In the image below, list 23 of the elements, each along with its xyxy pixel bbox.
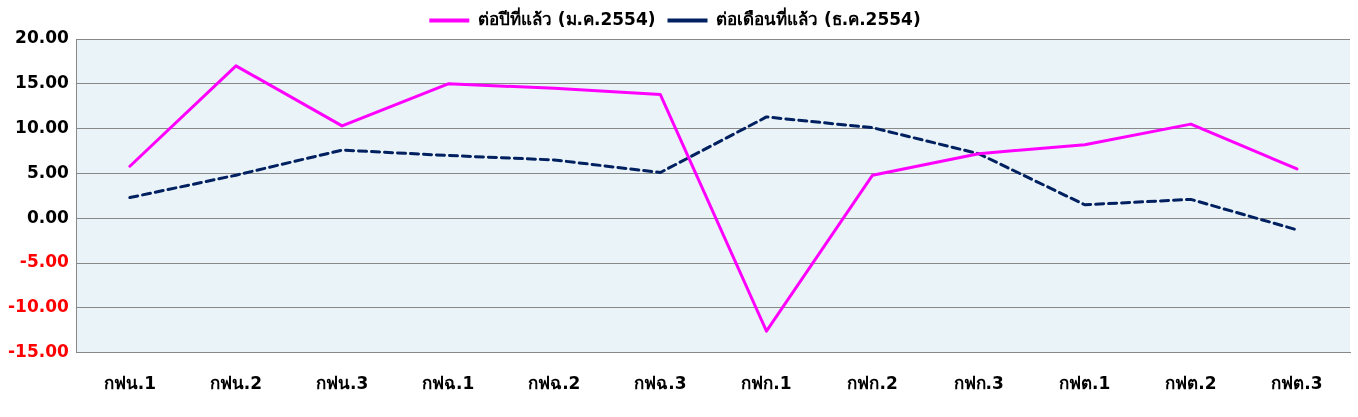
x-tick-label: กฟก.1: [741, 373, 792, 394]
legend-label: ต่อเดือนที่แล้ว (ธ.ค.2554): [716, 6, 921, 29]
y-tick-label: 5.00: [26, 161, 69, 182]
x-tick-label: กฟต.2: [1165, 373, 1217, 394]
y-tick-label: 0.00: [26, 206, 69, 227]
y-tick-label: -10.00: [8, 296, 69, 317]
x-tick-label: กฟฉ.3: [634, 373, 687, 394]
legend-label: ต่อปีที่แล้ว (ม.ค.2554): [477, 6, 656, 29]
y-tick-label: -5.00: [19, 251, 69, 272]
y-tick-label: 15.00: [15, 72, 69, 93]
x-tick-label: กฟก.3: [953, 373, 1004, 394]
x-tick-label: กฟน.3: [315, 373, 369, 394]
line-series: [128, 115, 1299, 232]
y-tick-label: 10.00: [15, 117, 69, 138]
x-tick-label: กฟน.2: [209, 373, 263, 394]
x-tick-label: กฟก.2: [847, 373, 898, 394]
x-tick-label: กฟต.1: [1059, 373, 1111, 394]
y-tick-label: -15.00: [8, 341, 69, 362]
y-tick-label: 20.00: [15, 27, 69, 48]
x-tick-label: กฟฉ.1: [422, 373, 475, 394]
x-tick-label: กฟน.1: [103, 373, 157, 394]
x-tick-label: กฟฉ.2: [528, 373, 581, 394]
x-tick-label: กฟต.3: [1271, 373, 1323, 394]
